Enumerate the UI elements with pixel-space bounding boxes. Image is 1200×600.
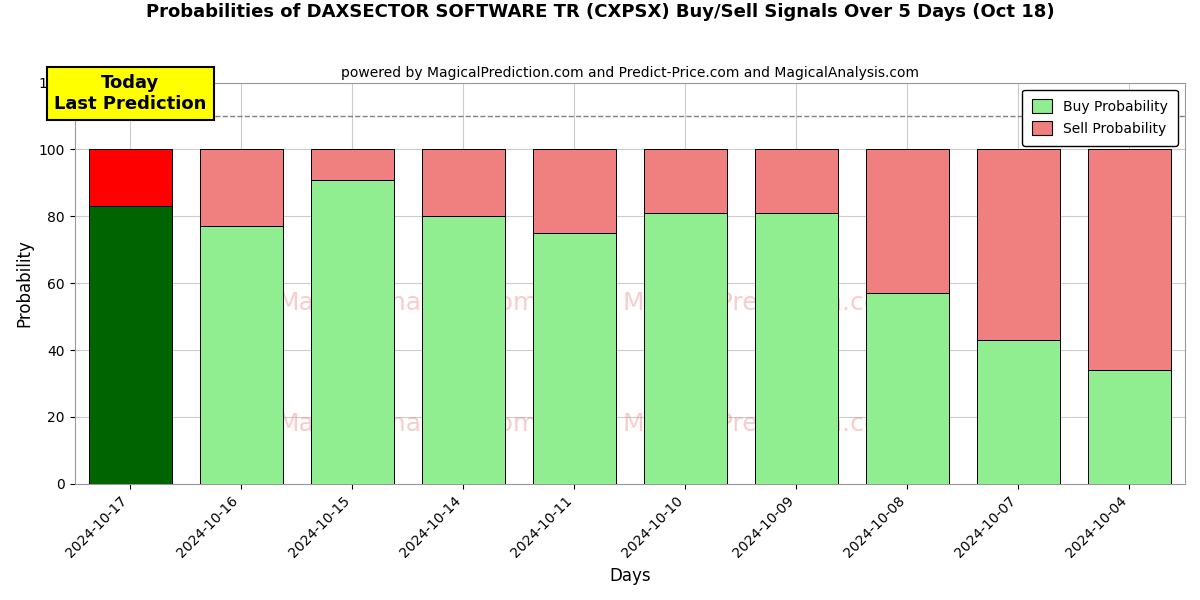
Text: MagicalPrediction.com: MagicalPrediction.com <box>623 291 904 315</box>
Text: Probabilities of DAXSECTOR SOFTWARE TR (CXPSX) Buy/Sell Signals Over 5 Days (Oct: Probabilities of DAXSECTOR SOFTWARE TR (… <box>145 3 1055 21</box>
Bar <box>977 149 1060 340</box>
Bar <box>89 149 172 206</box>
Bar <box>865 149 949 293</box>
Text: MagicalAnalysis.com: MagicalAnalysis.com <box>277 412 538 436</box>
Bar <box>421 216 505 484</box>
Bar <box>755 149 838 213</box>
Legend: Buy Probability, Sell Probability: Buy Probability, Sell Probability <box>1021 89 1178 146</box>
Bar <box>1088 370 1171 484</box>
X-axis label: Days: Days <box>610 567 650 585</box>
Bar <box>199 226 283 484</box>
Bar <box>643 149 727 213</box>
Bar <box>89 206 172 484</box>
Bar <box>311 179 394 484</box>
Bar <box>755 213 838 484</box>
Bar <box>311 149 394 179</box>
Bar <box>1088 149 1171 370</box>
Bar <box>199 149 283 226</box>
Bar <box>977 340 1060 484</box>
Text: Today
Last Prediction: Today Last Prediction <box>54 74 206 113</box>
Text: MagicalPrediction.com: MagicalPrediction.com <box>623 412 904 436</box>
Bar <box>643 213 727 484</box>
Text: MagicalAnalysis.com: MagicalAnalysis.com <box>277 291 538 315</box>
Bar <box>865 293 949 484</box>
Bar <box>421 149 505 216</box>
Bar <box>533 149 616 233</box>
Bar <box>533 233 616 484</box>
Title: powered by MagicalPrediction.com and Predict-Price.com and MagicalAnalysis.com: powered by MagicalPrediction.com and Pre… <box>341 66 919 80</box>
Y-axis label: Probability: Probability <box>16 239 34 327</box>
